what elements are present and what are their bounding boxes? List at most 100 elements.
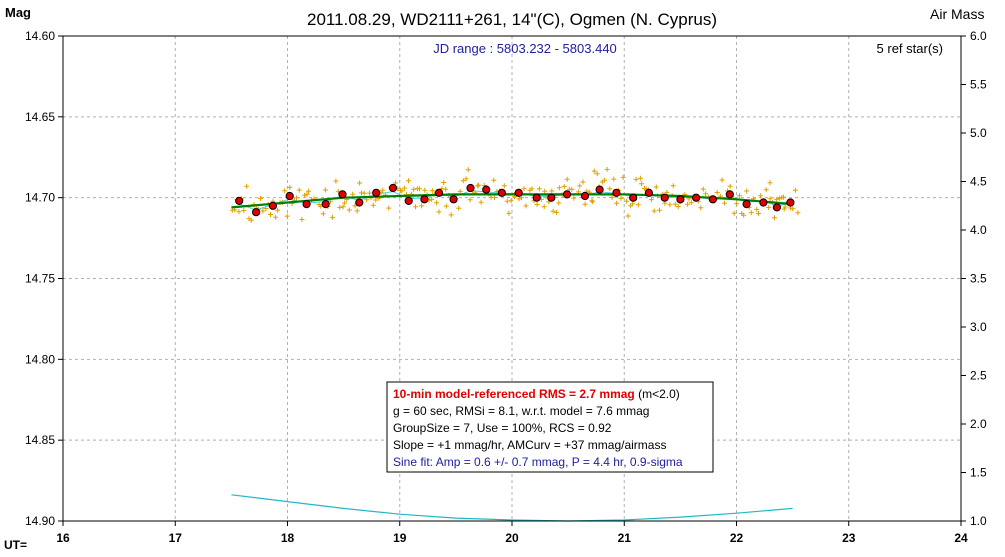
x-tick-label: 21 [618,531,632,545]
raw-point [688,200,694,206]
raw-point [741,212,747,218]
y-right-tick-label: 3.5 [970,272,987,286]
group-mean-point [514,188,523,197]
stats-rms-condition: (m<2.0) [635,387,680,401]
raw-point [611,176,617,182]
raw-point [670,183,676,189]
raw-point [465,167,471,173]
raw-point [630,201,636,207]
raw-point [675,204,681,210]
raw-point [649,197,654,203]
group-mean-point [482,185,491,194]
raw-point [386,205,392,211]
raw-point [521,186,527,192]
raw-point [795,210,801,216]
raw-point [763,187,769,193]
group-mean-point [420,195,429,204]
right-y-axis-ticks: 6.0 5.5 5.0 4.5 4.0 3.5 3.0 2.5 2.0 1.5 1.0 [961,29,987,528]
raw-point [703,191,709,197]
raw-point [320,211,326,217]
x-tick-label: 18 [281,531,295,545]
raw-point [758,193,764,199]
raw-point [367,190,372,196]
raw-point [756,211,761,216]
raw-point [590,199,596,205]
group-mean-point [372,188,381,197]
group-mean-point [252,208,261,217]
y-left-tick-label: 14.90 [25,514,55,528]
y-right-tick-label: 5.0 [970,126,987,140]
group-mean-point [692,193,701,202]
raw-point [411,186,417,192]
raw-point [772,215,777,221]
raw-point [443,186,449,192]
group-mean-markers [235,183,795,217]
group-mean-point [388,183,398,193]
raw-point [304,191,310,197]
stats-box: 10-min model-referenced RMS = 2.7 mmag (… [386,381,714,473]
raw-point [550,208,556,214]
raw-point [602,177,607,183]
raw-point [580,179,586,185]
raw-point [722,200,728,206]
raw-point [337,205,343,210]
y-left-tick-label: 14.85 [25,433,55,447]
raw-point [767,196,773,202]
x-tick-label: 23 [842,531,856,545]
raw-point [346,207,352,213]
raw-point [624,198,630,204]
raw-point [241,208,247,213]
raw-point [564,176,570,182]
raw-point [406,178,411,184]
raw-point [354,208,360,214]
x-tick-label: 17 [169,531,183,545]
raw-point [306,188,311,194]
group-mean-point [759,198,768,207]
raw-point [299,217,305,222]
raw-point [781,194,786,200]
raw-point [625,213,631,219]
y-right-tick-label: 4.5 [970,175,987,189]
raw-point [463,176,469,182]
raw-point [556,200,562,206]
y-right-tick-label: 2.0 [970,417,987,431]
raw-point [754,206,760,212]
raw-point [767,180,773,186]
group-mean-point [497,188,506,197]
right-axis-label: Air Mass [930,6,984,22]
raw-point [370,202,376,208]
raw-point [478,199,484,205]
raw-point [284,213,290,219]
raw-point [342,200,348,206]
raw-point [571,195,577,201]
raw-point [248,217,254,223]
raw-point [591,168,597,174]
raw-point [350,191,356,197]
raw-point [273,214,279,220]
raw-point [737,193,742,199]
stats-line-5: Sine fit: Amp = 0.6 +/- 0.7 mmag, P = 4.… [393,455,683,469]
raw-point [609,194,615,200]
raw-point [476,182,482,188]
group-mean-point [302,200,311,209]
raw-point [637,175,643,181]
raw-point [529,186,535,192]
group-mean-point [580,191,590,201]
group-mean-point [644,188,654,197]
raw-point [549,188,555,194]
raw-point [657,207,662,213]
y-right-tick-label: 1.0 [970,514,987,528]
group-mean-point [629,193,638,202]
y-right-tick-label: 1.5 [970,466,987,480]
group-mean-point [725,190,734,199]
raw-point [401,185,407,191]
raw-point [698,205,704,211]
x-axis-ticks: 16 17 18 19 20 21 22 23 24 [56,521,968,545]
raw-point [340,204,346,210]
raw-point [399,188,405,194]
raw-point [333,178,339,184]
raw-point [275,207,281,213]
raw-point [457,188,463,194]
raw-point [541,204,547,210]
